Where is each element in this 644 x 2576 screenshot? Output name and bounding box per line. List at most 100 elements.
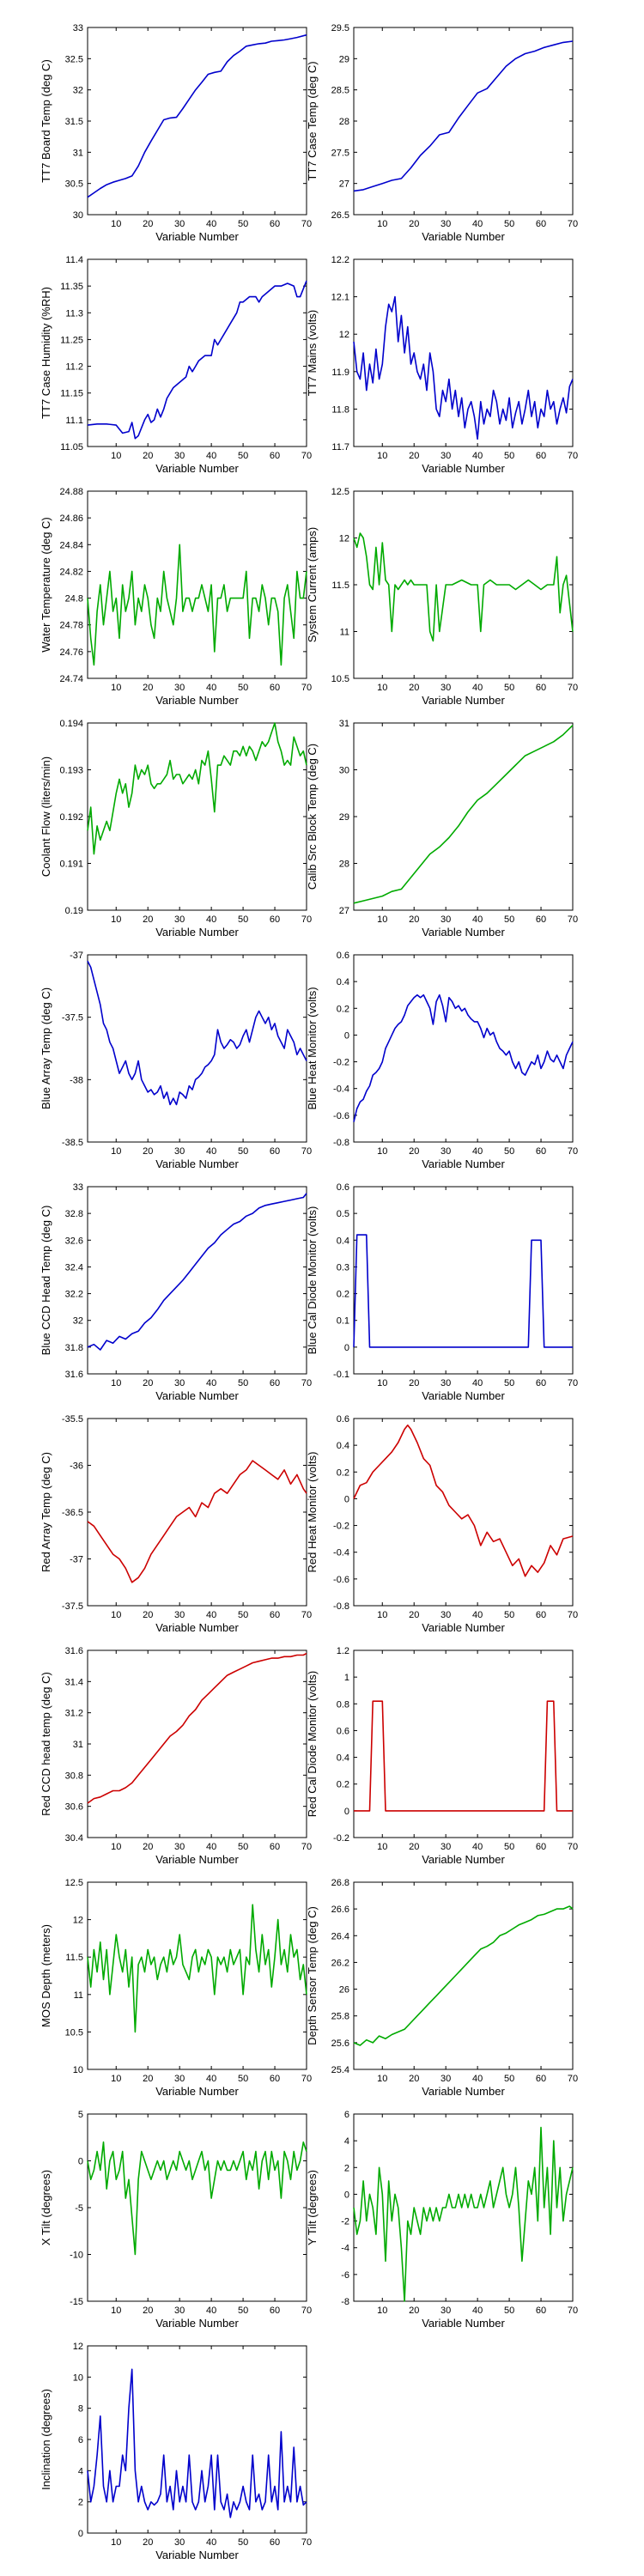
plot-area [87, 1881, 307, 2070]
y-tick-label: 31.2 [65, 1709, 83, 1719]
y-tick-label: 11.7 [331, 442, 349, 453]
series-line [87, 2368, 307, 2518]
y-tick-label: -8 [341, 2297, 349, 2307]
chart-panel: 10 20 30 40 50 60 70 11.7 11.8 11.9 12 12.1 12.2 Vari… [306, 255, 578, 475]
x-tick-label: 20 [409, 1146, 419, 1157]
y-tick-label: 24.76 [59, 647, 83, 658]
y-tick-label: 32 [73, 1316, 83, 1327]
x-tick-label: 30 [174, 1610, 185, 1620]
x-tick-label: 40 [472, 451, 483, 461]
y-tick-label: 31.6 [65, 1370, 83, 1380]
x-axis-label: Variable Number [155, 230, 239, 243]
y-tick-label: 4 [344, 2136, 349, 2147]
y-tick-label: 31 [339, 719, 349, 729]
y-tick-label: 26.2 [331, 1958, 349, 1968]
x-tick-label: 30 [174, 451, 185, 461]
y-tick-label: 25.8 [331, 2012, 349, 2022]
y-tick-label: -0.8 [333, 1138, 349, 1148]
x-tick-label: 70 [568, 2074, 578, 2084]
x-tick-label: 60 [270, 2074, 280, 2084]
y-tick-label: 10.5 [65, 2027, 83, 2038]
x-tick-label: 50 [504, 1842, 514, 1852]
y-axis-label: Blue CCD Head Temp (deg C) [39, 1206, 52, 1356]
y-tick-label: 32.5 [65, 54, 83, 64]
y-tick-label: 11.5 [65, 1953, 83, 1963]
x-tick-label: 70 [568, 219, 578, 229]
y-axis-label: Blue Heat Monitor (volts) [306, 987, 319, 1109]
x-tick-label: 20 [143, 914, 153, 925]
y-axis-label: Depth Sensor Temp (deg C) [306, 1906, 319, 2045]
series-line [87, 960, 307, 1106]
y-tick-label: 0.19 [65, 906, 83, 916]
x-tick-label: 50 [504, 1610, 514, 1620]
chart-panel: 10 20 30 40 50 60 70 -0.1 0 0.1 0.2 0.3 0.4 0.5 0.6 Var… [306, 1182, 578, 1402]
x-tick-label: 50 [238, 219, 248, 229]
y-tick-label: -38.5 [62, 1138, 83, 1148]
y-tick-label: 0.192 [59, 812, 83, 823]
x-tick-label: 50 [504, 2306, 514, 2316]
x-tick-label: 10 [111, 2306, 121, 2316]
x-tick-label: 60 [270, 683, 280, 693]
x-tick-label: 50 [238, 683, 248, 693]
series-line [353, 1905, 574, 2046]
x-axis-label: Variable Number [422, 2085, 505, 2098]
y-tick-label: 24.74 [59, 674, 83, 684]
plot-area [353, 954, 574, 1143]
y-tick-label: 24.82 [59, 567, 83, 577]
chart-panel: 10 20 30 40 50 60 70 0.19 0.191 0.192 0.193 0.194 Va… [39, 719, 312, 939]
x-tick-label: 20 [143, 2306, 153, 2316]
y-tick-label: 25.6 [331, 2038, 349, 2049]
x-tick-label: 20 [143, 1378, 153, 1388]
x-tick-label: 10 [111, 1842, 121, 1852]
x-tick-label: 70 [301, 1378, 312, 1388]
y-tick-label: 26.6 [331, 1905, 349, 1915]
plot-area [87, 27, 307, 216]
x-tick-label: 20 [409, 219, 419, 229]
x-tick-label: 50 [504, 914, 514, 925]
x-tick-label: 50 [504, 1378, 514, 1388]
x-tick-label: 10 [111, 1146, 121, 1157]
y-tick-label: 0.6 [337, 1414, 349, 1425]
y-tick-label: 1 [344, 1673, 349, 1683]
plot-area [87, 490, 307, 679]
y-tick-label: -36.5 [62, 1508, 83, 1518]
x-tick-label: 70 [568, 683, 578, 693]
y-tick-label: 5 [78, 2110, 83, 2120]
y-tick-label: 31.8 [65, 1343, 83, 1353]
x-tick-label: 50 [504, 2074, 514, 2084]
x-tick-label: 30 [174, 914, 185, 925]
series-line [353, 1425, 574, 1577]
x-tick-label: 50 [238, 2537, 248, 2548]
chart-panel: 10 20 30 40 50 60 70 26.5 27 27.5 28 28.5 29 29.5 Vari… [306, 23, 578, 243]
y-tick-label: -2 [341, 2217, 349, 2227]
x-tick-label: 10 [377, 1610, 387, 1620]
y-axis-label: TT7 Case Humidity (%RH) [39, 287, 52, 419]
x-tick-label: 10 [111, 2537, 121, 2548]
y-tick-label: 12 [339, 330, 349, 340]
y-tick-label: 31 [73, 148, 83, 158]
y-tick-label: -0.6 [333, 1575, 349, 1585]
y-tick-label: -6 [341, 2270, 349, 2281]
y-tick-label: 30 [339, 766, 349, 776]
series-line [353, 2126, 574, 2302]
y-tick-label: 0.2 [337, 1780, 349, 1790]
x-tick-label: 40 [206, 683, 216, 693]
y-tick-label: 0.6 [337, 1726, 349, 1736]
y-tick-label: 0.1 [337, 1316, 349, 1327]
y-tick-label: 10 [73, 2065, 83, 2075]
y-axis-label: X Tilt (degrees) [39, 2170, 52, 2245]
y-tick-label: 8 [78, 2404, 83, 2415]
chart-panel: 10 20 30 40 50 60 70 11.05 11.1 11.15 11.2 11.25 11.… [39, 255, 312, 475]
plot-area [353, 490, 574, 679]
y-tick-label: 12 [73, 2342, 83, 2352]
x-tick-label: 50 [504, 1146, 514, 1157]
y-tick-label: 0 [344, 1807, 349, 1817]
y-tick-label: 11.35 [60, 282, 83, 292]
x-tick-label: 10 [377, 683, 387, 693]
x-tick-label: 20 [409, 1378, 419, 1388]
y-tick-label: 0 [344, 1494, 349, 1504]
y-tick-label: 27.5 [331, 148, 349, 158]
y-tick-label: 28 [339, 860, 349, 870]
y-tick-label: -0.4 [333, 1084, 349, 1095]
